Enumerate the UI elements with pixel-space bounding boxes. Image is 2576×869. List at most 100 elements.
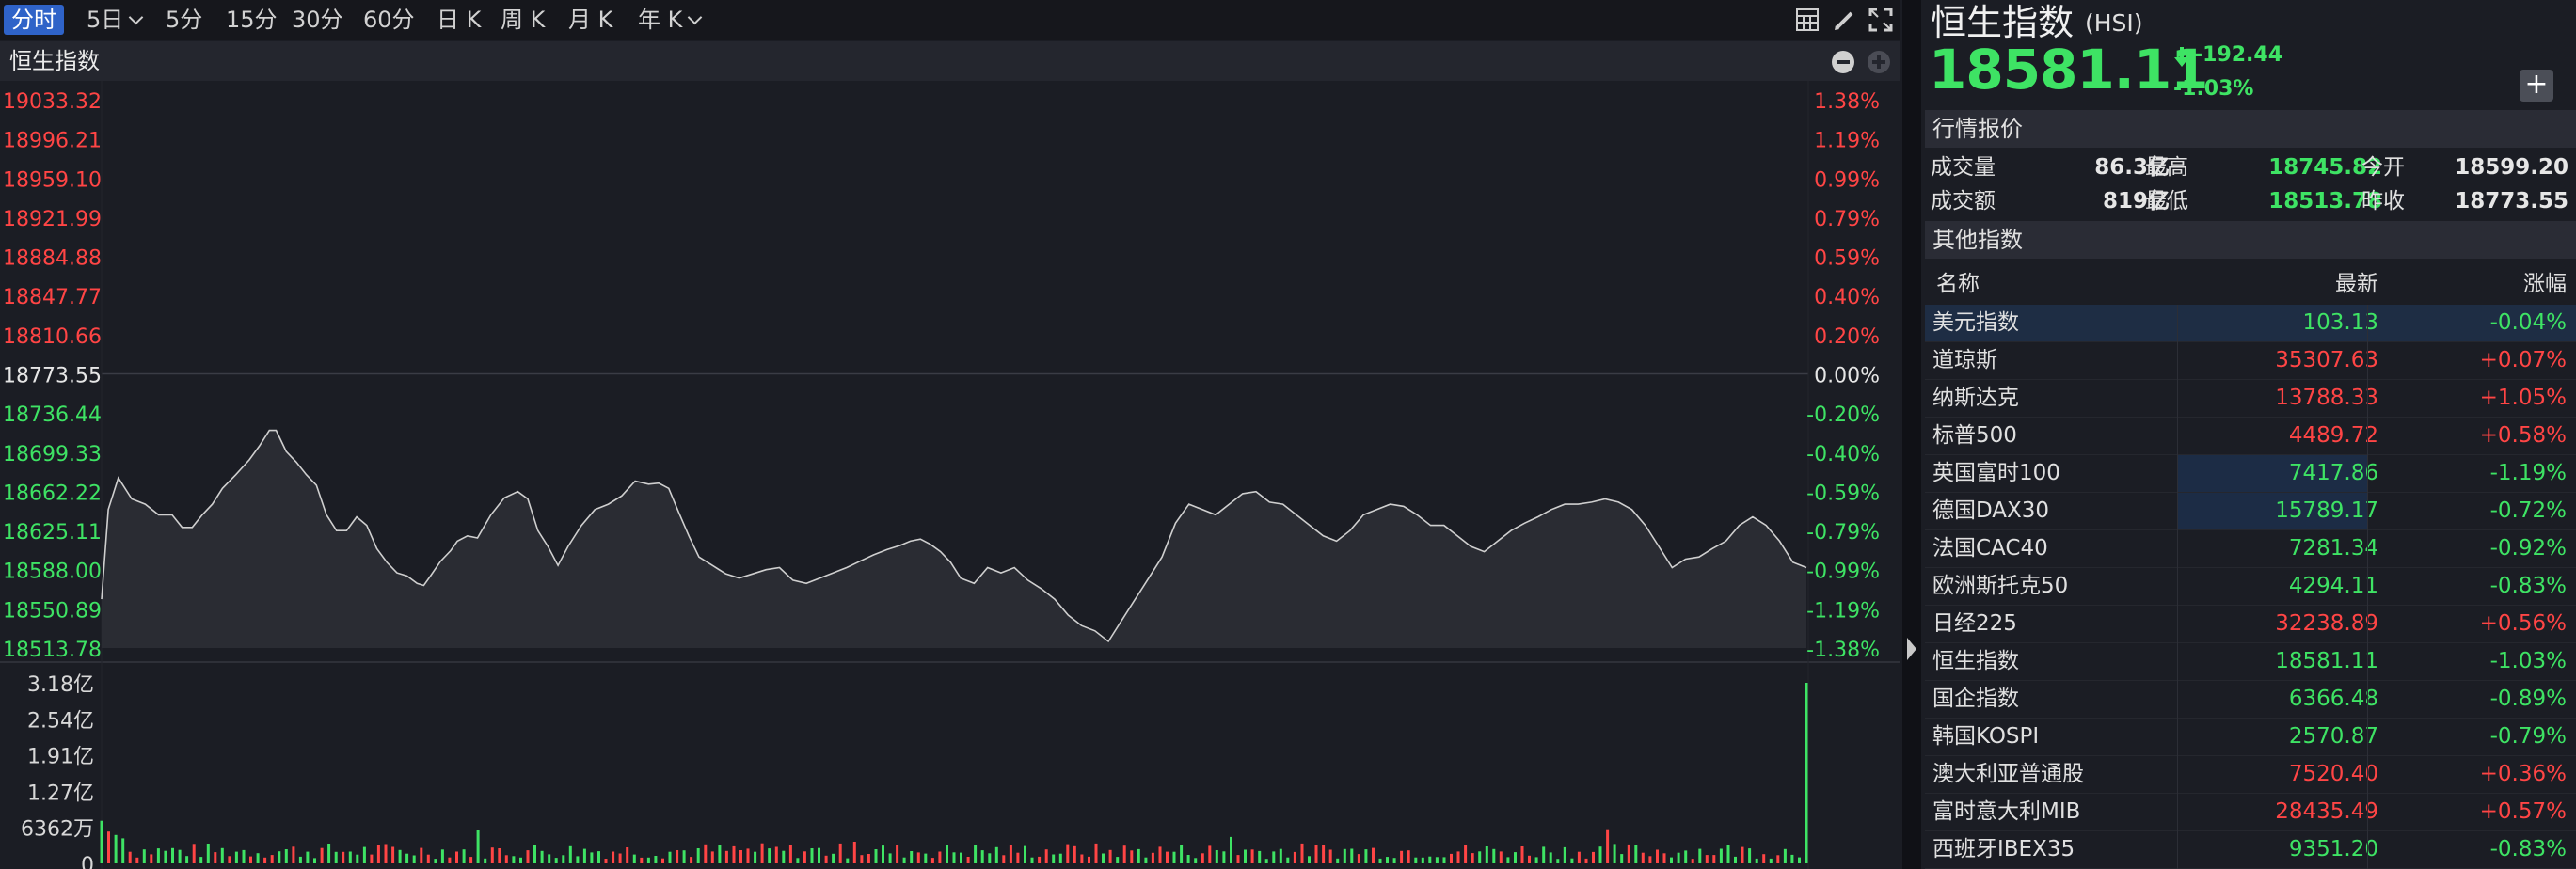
period-tab-label: 5分 — [166, 7, 203, 33]
volume-bar — [612, 851, 615, 863]
volume-bar — [604, 859, 608, 863]
collapse-arrow-icon[interactable] — [1907, 638, 1916, 660]
volume-bar — [1122, 845, 1126, 863]
period-tab[interactable]: 30分 — [284, 5, 351, 35]
zoom-in-icon[interactable] — [1867, 50, 1891, 74]
pen-icon[interactable] — [1833, 8, 1857, 32]
intraday-chart[interactable]: 19033.32 18996.21 18959.10 18921.99 18884.88… — [0, 81, 1900, 869]
index-row[interactable]: 标普500 4489.72 +0.58% — [1925, 418, 2576, 455]
period-tab-label: 月 K — [568, 7, 613, 33]
volume-bar — [724, 850, 728, 863]
period-tab[interactable]: 5日 — [79, 5, 149, 35]
period-tab[interactable]: 5分 — [158, 5, 210, 35]
volume-bar — [462, 849, 466, 863]
volume-bar — [832, 853, 835, 863]
volume-bar — [952, 852, 956, 863]
quote-section-header: 行情报价 — [1925, 110, 2576, 148]
volume-bar — [1364, 849, 1368, 863]
index-row[interactable]: 国企指数 6366.48 -0.89% — [1925, 681, 2576, 719]
index-row[interactable]: 道琼斯 35307.63 +0.07% — [1925, 342, 2576, 380]
volume-bar — [597, 851, 600, 863]
volume-bar — [818, 847, 820, 863]
volume-bar — [924, 853, 928, 863]
fullscreen-icon[interactable] — [1868, 8, 1893, 32]
index-name: 恒生指数 — [1931, 2, 2075, 43]
indices-table-header: 名称 最新 涨幅 — [1925, 263, 2576, 306]
volume-bar — [128, 851, 132, 863]
volume-bar — [1741, 846, 1744, 863]
index-price: 7417.86 — [2288, 461, 2378, 485]
volume-bar — [576, 856, 580, 863]
index-name: 欧洲斯托克50 — [1932, 574, 2069, 598]
index-row[interactable]: 富时意大利MIB 28435.49 +0.57% — [1925, 794, 2576, 831]
volume-bar — [824, 855, 828, 863]
arrow-down-icon — [2174, 47, 2189, 67]
grid-icon[interactable] — [1795, 8, 1820, 32]
volume-bar — [1201, 853, 1204, 863]
index-row[interactable]: 澳大利亚普通股 7520.40 +0.36% — [1925, 756, 2576, 794]
period-tab[interactable]: 日 K — [429, 5, 488, 35]
index-change: -192.44 — [2194, 43, 2283, 67]
volume-bar — [930, 858, 934, 863]
volume-bar — [1144, 857, 1148, 863]
index-row[interactable]: 纳斯达克 13788.33 +1.05% — [1925, 380, 2576, 418]
percent-axis-label: -1.38% — [1806, 639, 1880, 662]
volume-bar — [732, 845, 736, 863]
volume-bar — [398, 849, 402, 863]
index-price: 18581.11 — [1929, 38, 2209, 102]
index-pct: -0.79% — [2489, 724, 2567, 749]
col-price-header: 最新 — [2335, 272, 2378, 296]
price-axis-label: 18699.33 — [3, 443, 102, 466]
volume-bar — [1684, 850, 1688, 863]
period-tab[interactable]: 60分 — [356, 5, 422, 35]
period-toolbar: 分时 5日 5分 15分 30分 60分日 K 周 K 月 K 年 K — [0, 0, 1900, 40]
index-price: 28435.49 — [2275, 799, 2378, 824]
index-row[interactable]: 法国CAC40 7281.34 -0.92% — [1925, 530, 2576, 568]
index-price: 15789.17 — [2275, 498, 2378, 523]
index-row[interactable]: 德国DAX30 15789.17 -0.72% — [1925, 493, 2576, 530]
period-tab[interactable]: 分时 — [4, 5, 64, 35]
index-row[interactable]: 韩国KOSPI 2570.87 -0.79% — [1925, 719, 2576, 756]
index-row[interactable]: 英国富时100 7417.86 -1.19% — [1925, 455, 2576, 493]
volume-bar — [1066, 844, 1070, 863]
period-tab-label: 60分 — [363, 7, 415, 33]
volume-bar — [1485, 846, 1488, 863]
volume-bar — [1748, 848, 1752, 863]
volume-bar — [1662, 853, 1666, 863]
index-row[interactable]: 美元指数 103.13 -0.04% — [1925, 305, 2576, 342]
period-tab-label: 日 K — [437, 7, 482, 33]
index-row[interactable]: 西班牙IBEX35 9351.20 -0.83% — [1925, 831, 2576, 869]
quote-value: 18745.82 — [2268, 155, 2382, 180]
price-axis-label: 18550.89 — [3, 599, 102, 623]
volume-bar — [1194, 858, 1198, 863]
period-tab-label: 年 K — [638, 7, 683, 33]
volume-bar — [256, 853, 260, 863]
index-pct: +0.07% — [2479, 348, 2567, 372]
volume-bar — [1080, 854, 1084, 863]
volume-bar — [1286, 857, 1290, 863]
column-divider — [2367, 305, 2368, 869]
volume-bar — [838, 843, 842, 863]
volume-bar — [1030, 857, 1034, 863]
volume-bar — [1734, 856, 1737, 863]
volume-bar — [661, 858, 664, 863]
zoom-out-icon[interactable] — [1831, 50, 1855, 74]
period-tab[interactable]: 周 K — [493, 5, 552, 35]
volume-bar — [1790, 854, 1794, 863]
period-tab[interactable]: 15分 — [218, 5, 285, 35]
volume-bar — [1258, 850, 1262, 863]
volume-bar — [796, 858, 800, 863]
volume-bar — [1719, 848, 1723, 863]
index-row[interactable]: 恒生指数 18581.11 -1.03% — [1925, 643, 2576, 681]
volume-bar — [228, 856, 231, 863]
add-watchlist-button[interactable]: + — [2520, 70, 2553, 102]
volume-bar — [526, 850, 530, 863]
index-row[interactable]: 欧洲斯托克50 4294.11 -0.83% — [1925, 568, 2576, 606]
period-tab[interactable]: 月 K — [561, 5, 620, 35]
period-tab[interactable]: 年 K — [630, 5, 708, 35]
volume-bar — [1293, 851, 1296, 863]
volume-bar — [852, 842, 856, 863]
index-row[interactable]: 日经225 32238.89 +0.56% — [1925, 606, 2576, 643]
index-pct: +0.56% — [2479, 611, 2567, 636]
volume-bar — [1073, 845, 1076, 863]
